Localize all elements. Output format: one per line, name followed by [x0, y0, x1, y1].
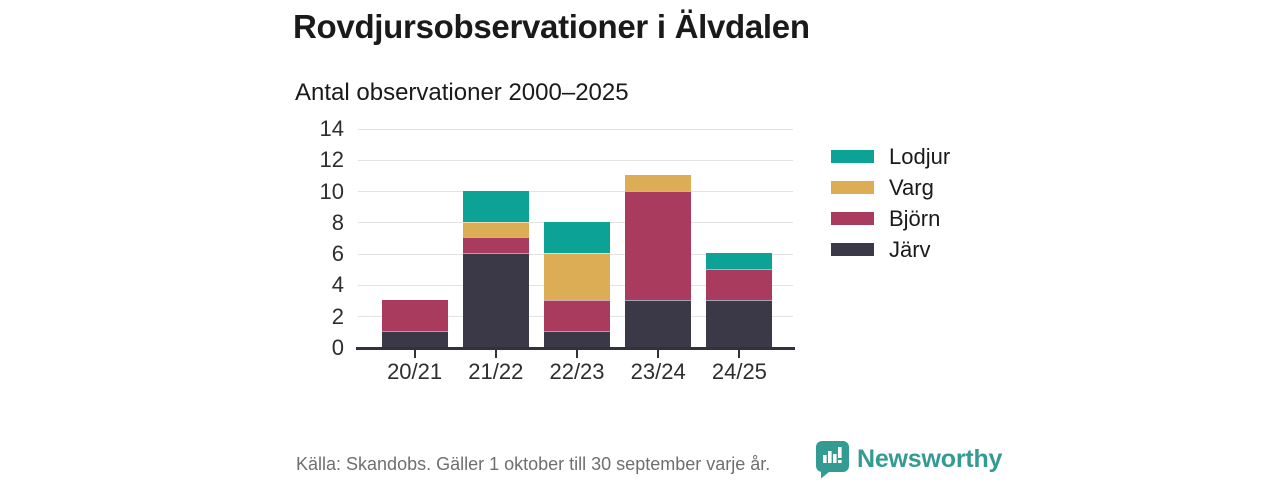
- bar-segment-varg: [544, 253, 610, 301]
- legend-swatch-jarv: [831, 243, 874, 256]
- bar-segment-varg: [462, 221, 529, 238]
- x-axis-tick-label: 21/22: [468, 359, 524, 384]
- legend-item-lodjur: Lodjur: [831, 141, 950, 172]
- bar-segment-bjorn: [625, 190, 692, 301]
- bar-21-22: [462, 190, 529, 347]
- bar-segment-lodjur: [544, 221, 610, 254]
- bar-24-25: [706, 253, 773, 347]
- y-axis-tick-label: 4: [331, 272, 344, 298]
- bar-segment-varg: [625, 174, 692, 191]
- bar-segment-bjorn: [381, 300, 448, 332]
- gridline-y-10: [358, 191, 793, 193]
- x-axis-tick-label: 20/21: [387, 359, 443, 384]
- bar-23-24: [625, 174, 692, 347]
- x-axis-tick: [413, 350, 416, 358]
- bar-segment-lodjur: [462, 190, 529, 222]
- bar-segment-jarv: [381, 331, 448, 347]
- newsworthy-brand-link[interactable]: Newsworthy: [815, 440, 1002, 479]
- legend-label-varg: Varg: [889, 174, 934, 200]
- bar-segment-jarv: [706, 300, 773, 347]
- y-axis-tick-label: 0: [331, 335, 344, 360]
- brand-name: Newsworthy: [857, 445, 1003, 473]
- bar-segment-lodjur: [706, 253, 773, 269]
- x-axis-tick: [494, 350, 497, 358]
- legend-item-bjorn: Björn: [831, 203, 950, 234]
- bar-segment-jarv: [462, 253, 529, 347]
- legend-item-jarv: Järv: [831, 234, 950, 265]
- bar-segment-jarv: [544, 331, 610, 347]
- gridline-y-14: [358, 128, 793, 130]
- x-axis-tick-label: 23/24: [630, 359, 686, 384]
- y-axis-tick-label: 12: [319, 147, 344, 173]
- legend-swatch-varg: [831, 181, 874, 194]
- y-axis-tick-label: 6: [331, 241, 344, 267]
- y-axis-tick-label: 10: [319, 178, 344, 204]
- x-axis-line: [356, 347, 795, 350]
- bar-segment-bjorn: [462, 237, 529, 254]
- bar-segment-jarv: [625, 300, 692, 347]
- bar-segment-bjorn: [706, 268, 773, 301]
- chart-subtitle: Antal observationer 2000–2025: [295, 79, 629, 106]
- legend-swatch-bjorn: [831, 212, 874, 225]
- legend-label-bjorn: Björn: [889, 205, 941, 231]
- bar-segment-bjorn: [544, 300, 610, 332]
- x-axis-tick-label: 24/25: [711, 359, 767, 384]
- page-title: Rovdjursobservationer i Älvdalen: [293, 8, 810, 45]
- gridline-y-12: [358, 159, 793, 161]
- y-axis-tick-label: 2: [331, 303, 344, 329]
- legend-label-lodjur: Lodjur: [889, 143, 951, 169]
- x-axis-tick: [657, 350, 660, 358]
- legend-swatch-lodjur: [831, 150, 874, 163]
- x-axis-tick-label: 22/23: [549, 359, 605, 384]
- y-axis-tick-label: 8: [331, 209, 344, 235]
- y-axis-tick-label: 14: [319, 116, 344, 141]
- x-axis-tick: [576, 350, 578, 358]
- chart-legend: Lodjur Varg Björn Järv: [831, 141, 950, 265]
- newsworthy-logo-icon: [815, 441, 849, 479]
- bar-20-21: [381, 300, 448, 347]
- source-note: Källa: Skandobs. Gäller 1 oktober till 3…: [296, 454, 771, 474]
- legend-label-jarv: Järv: [889, 236, 931, 262]
- bar-22-23: [544, 221, 610, 347]
- legend-item-varg: Varg: [831, 172, 950, 203]
- x-axis-tick: [738, 350, 741, 358]
